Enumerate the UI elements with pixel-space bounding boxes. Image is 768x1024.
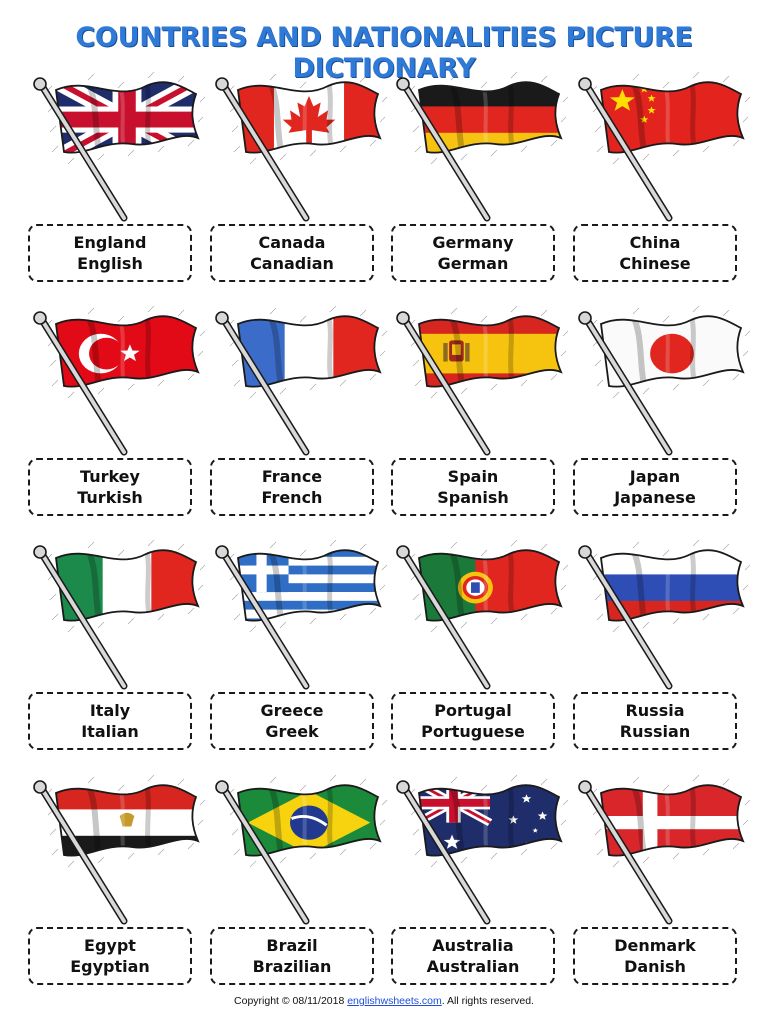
nationality-name: French — [261, 488, 323, 507]
canada-flag-icon — [215, 72, 388, 222]
label-box: China Chinese — [573, 224, 737, 282]
germany-flag-icon — [396, 72, 569, 222]
union-jack-flag-icon — [33, 72, 206, 222]
page-title: Countries and Nationalities Picture Dict… — [75, 22, 693, 84]
nationality-name: Portuguese — [421, 722, 525, 741]
portugal-flag-icon — [396, 540, 569, 690]
nationality-name: Greek — [265, 722, 319, 741]
label-box: Portugal Portuguese — [391, 692, 555, 750]
nationality-name: Russian — [619, 722, 691, 741]
italy-flag-icon — [33, 540, 206, 690]
nationality-name: Canadian — [250, 254, 334, 273]
label-box: England English — [28, 224, 192, 282]
japan-flag-icon — [578, 306, 751, 456]
label-box: Turkey Turkish — [28, 458, 192, 516]
country-name: Portugal — [434, 701, 512, 720]
brazil-flag-icon — [215, 775, 388, 925]
nationality-name: Australian — [426, 957, 520, 976]
turkey-flag-icon — [33, 306, 206, 456]
country-name: Denmark — [614, 936, 696, 955]
nationality-name: Brazilian — [252, 957, 332, 976]
nationality-name: Danish — [624, 957, 686, 976]
label-box: Canada Canadian — [210, 224, 374, 282]
country-name: Japan — [629, 467, 681, 486]
russia-flag-icon — [578, 540, 751, 690]
nationality-name: Turkish — [77, 488, 143, 507]
website-link[interactable]: englishwsheets.com — [347, 995, 442, 1007]
flag-card: Russia Russian — [573, 540, 751, 760]
label-box: Egypt Egyptian — [28, 927, 192, 985]
label-box: Russia Russian — [573, 692, 737, 750]
flag-card: Turkey Turkish — [28, 306, 206, 526]
nationality-name: Egyptian — [70, 957, 150, 976]
nationality-name: Italian — [81, 722, 139, 741]
australia-flag-icon — [396, 775, 569, 925]
country-name: Brazil — [266, 936, 318, 955]
copyright-footer: Copyright © 08/11/2018 englishwsheets.co… — [0, 995, 768, 1007]
country-name: Italy — [89, 701, 131, 720]
nationality-name: German — [437, 254, 509, 273]
flag-card: Japan Japanese — [573, 306, 751, 526]
flag-card: Brazil Brazilian — [210, 775, 388, 995]
flag-card: Greece Greek — [210, 540, 388, 760]
nationality-name: Chinese — [619, 254, 691, 273]
country-name: England — [73, 233, 147, 252]
label-box: Greece Greek — [210, 692, 374, 750]
nationality-name: Spanish — [437, 488, 509, 507]
label-box: Australia Australian — [391, 927, 555, 985]
country-name: China — [629, 233, 681, 252]
country-name: Germany — [432, 233, 514, 252]
label-box: Brazil Brazilian — [210, 927, 374, 985]
rights-text: . All rights reserved. — [441, 995, 534, 1007]
flag-card: Canada Canadian — [210, 72, 388, 292]
denmark-flag-icon — [578, 775, 751, 925]
country-name: Turkey — [80, 467, 140, 486]
flag-card: France French — [210, 306, 388, 526]
label-box: Denmark Danish — [573, 927, 737, 985]
egypt-flag-icon — [33, 775, 206, 925]
country-name: Egypt — [84, 936, 136, 955]
flag-card: Australia Australian — [391, 775, 569, 995]
flag-card: Denmark Danish — [573, 775, 751, 995]
copyright-text: Copyright © 08/11/2018 — [234, 995, 345, 1007]
flag-card: Portugal Portuguese — [391, 540, 569, 760]
spain-flag-icon — [396, 306, 569, 456]
flag-card: England English — [28, 72, 206, 292]
nationality-name: English — [77, 254, 143, 273]
country-name: Australia — [432, 936, 514, 955]
label-box: Spain Spanish — [391, 458, 555, 516]
greece-flag-icon — [215, 540, 388, 690]
country-name: Greece — [260, 701, 324, 720]
flag-card: Italy Italian — [28, 540, 206, 760]
france-flag-icon — [215, 306, 388, 456]
label-box: Germany German — [391, 224, 555, 282]
flag-card: Germany German — [391, 72, 569, 292]
country-name: Russia — [625, 701, 685, 720]
flag-card: Spain Spanish — [391, 306, 569, 526]
china-flag-icon — [578, 72, 751, 222]
flag-card: China Chinese — [573, 72, 751, 292]
flag-card: Egypt Egyptian — [28, 775, 206, 995]
country-name: Spain — [447, 467, 499, 486]
country-name: Canada — [258, 233, 326, 252]
nationality-name: Japanese — [614, 488, 696, 507]
label-box: Japan Japanese — [573, 458, 737, 516]
label-box: France French — [210, 458, 374, 516]
country-name: France — [261, 467, 323, 486]
label-box: Italy Italian — [28, 692, 192, 750]
